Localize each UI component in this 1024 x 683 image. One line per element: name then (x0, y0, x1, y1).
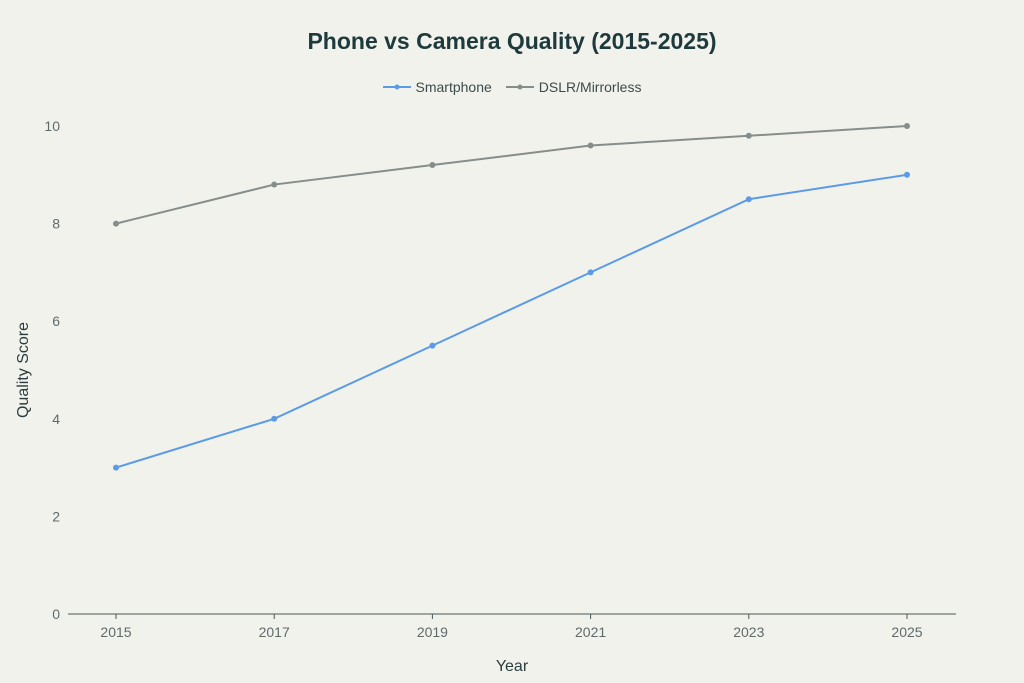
legend-marker-smartphone (382, 84, 411, 90)
data-point[interactable] (271, 181, 278, 188)
data-point[interactable] (587, 269, 594, 276)
chart-title: Phone vs Camera Quality (2015-2025) (307, 28, 717, 54)
x-tick-label: 2015 (100, 624, 131, 640)
y-tick-label: 4 (52, 411, 60, 427)
data-point[interactable] (587, 142, 594, 149)
y-tick-label: 2 (52, 508, 60, 524)
data-point[interactable] (429, 162, 436, 169)
data-point[interactable] (745, 132, 752, 139)
y-tick-label: 8 (52, 216, 60, 232)
legend-item-smartphone[interactable]: Smartphone (382, 79, 492, 95)
y-tick-label: 0 (52, 606, 60, 622)
x-tick-label: 2017 (259, 624, 290, 640)
x-tick-label: 2025 (891, 624, 922, 640)
data-point[interactable] (113, 220, 119, 227)
x-tick-label: 2021 (575, 624, 606, 640)
legend-label: Smartphone (415, 79, 492, 95)
legend: Smartphone DSLR/Mirrorless (0, 79, 1024, 95)
y-tick-label: 6 (52, 313, 60, 329)
data-point[interactable] (904, 123, 910, 129)
legend-item-dslr[interactable]: DSLR/Mirrorless (505, 79, 642, 95)
x-tick-label: 2019 (417, 624, 448, 640)
x-axis-label: Year (496, 658, 529, 675)
y-tick-label: 10 (44, 118, 60, 134)
data-point[interactable] (745, 196, 752, 203)
y-axis-label: Quality Score (15, 322, 32, 418)
data-point[interactable] (429, 342, 436, 349)
data-point[interactable] (904, 171, 910, 178)
series-line-1 (115, 125, 908, 225)
legend-label: DSLR/Mirrorless (538, 79, 642, 95)
series-line-0 (115, 173, 908, 469)
data-point[interactable] (113, 464, 119, 471)
x-tick-label: 2023 (733, 624, 764, 640)
legend-marker-dslr (505, 84, 534, 90)
data-point[interactable] (271, 415, 278, 422)
